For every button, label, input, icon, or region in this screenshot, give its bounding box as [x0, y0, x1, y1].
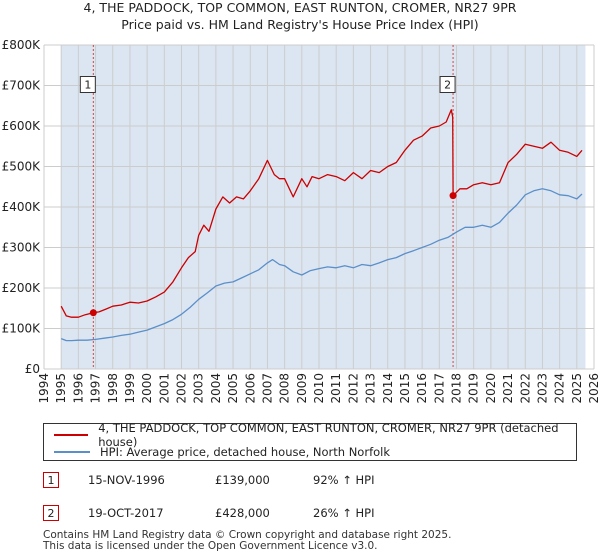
- sale-row: 1 15-NOV-1996 £139,000 92% ↑ HPI: [43, 472, 543, 490]
- y-tick-label: £400K: [2, 200, 42, 214]
- x-tick-label: 1994: [37, 373, 51, 404]
- x-tick-label: 2023: [535, 373, 549, 404]
- x-tick-label: 2010: [312, 373, 326, 404]
- legend-label-property: 4, THE PADDOCK, TOP COMMON, EAST RUNTON,…: [98, 421, 559, 449]
- y-tick-label: £600K: [2, 119, 42, 133]
- x-tick-label: 2026: [587, 373, 600, 404]
- x-tick-label: 2017: [432, 373, 446, 404]
- sale-point: [449, 192, 457, 200]
- x-tick-label: 2025: [570, 373, 584, 404]
- x-tick-label: 1995: [54, 373, 68, 404]
- sale-date: 15-NOV-1996: [88, 473, 165, 487]
- sale-number-badge: 1: [43, 472, 59, 488]
- x-tick-label: 2021: [501, 373, 515, 404]
- x-tick-label: 2003: [192, 373, 206, 404]
- x-tick-label: 1999: [123, 373, 137, 404]
- sale-row: 2 19-OCT-2017 £428,000 26% ↑ HPI: [43, 505, 543, 523]
- y-tick-label: £0: [25, 362, 40, 376]
- x-tick-label: 2009: [295, 373, 309, 404]
- sale-label-number: 2: [444, 79, 451, 92]
- x-tick-label: 2008: [278, 373, 292, 404]
- sale-price: £428,000: [215, 506, 270, 520]
- chart-title-line-2: Price paid vs. HM Land Registry's House …: [121, 17, 479, 32]
- hpi-line: [60, 188, 583, 342]
- x-tick-label: 2007: [260, 373, 274, 404]
- x-tick-label: 2005: [226, 373, 240, 404]
- legend-swatch-property: [54, 434, 89, 436]
- property-price-line: [60, 109, 583, 318]
- legend-entry-hpi: HPI: Average price, detached house, Nort…: [54, 444, 390, 460]
- sale-label-box: [439, 76, 456, 93]
- x-tick-label: 2016: [415, 373, 429, 404]
- x-tick-label: 2019: [467, 373, 481, 404]
- footer-line-1: Contains HM Land Registry data © Crown c…: [43, 529, 452, 541]
- footer-line-2: This data is licensed under the Open Gov…: [43, 540, 378, 552]
- x-tick-label: 1996: [71, 373, 85, 404]
- y-tick-label: £800K: [2, 38, 42, 52]
- sale-hpi-change: 92% ↑ HPI: [313, 473, 375, 487]
- sale-label-box: [79, 76, 96, 93]
- sale-hpi-change: 26% ↑ HPI: [313, 506, 375, 520]
- legend-entry-property: 4, THE PADDOCK, TOP COMMON, EAST RUNTON,…: [54, 421, 576, 449]
- legend-swatch-hpi: [54, 451, 90, 453]
- y-tick-label: £500K: [2, 160, 42, 174]
- y-tick-label: £700K: [2, 79, 42, 93]
- x-tick-label: 2022: [518, 373, 532, 404]
- x-tick-label: 2020: [484, 373, 498, 404]
- sale-number-badge: 2: [43, 505, 59, 521]
- y-tick-label: £100K: [2, 322, 42, 336]
- footer-attribution: Contains HM Land Registry data © Crown c…: [43, 530, 451, 552]
- sale-label-number: 1: [84, 79, 91, 92]
- y-tick-label: £200K: [2, 281, 42, 295]
- x-tick-label: 2012: [346, 373, 360, 404]
- x-tick-label: 1998: [106, 373, 120, 404]
- x-tick-label: 2024: [553, 373, 567, 404]
- x-tick-label: 2011: [329, 373, 343, 404]
- sale-price: £139,000: [215, 473, 270, 487]
- legend-label-hpi: HPI: Average price, detached house, Nort…: [100, 445, 391, 459]
- x-tick-label: 2004: [209, 373, 223, 404]
- x-tick-label: 2015: [398, 373, 412, 404]
- x-tick-label: 2000: [140, 373, 154, 404]
- x-tick-label: 2006: [243, 373, 257, 404]
- sale-point: [89, 309, 97, 317]
- y-tick-label: £300K: [2, 241, 42, 255]
- chart-title-line-1: 4, THE PADDOCK, TOP COMMON, EAST RUNTON,…: [83, 0, 517, 15]
- x-tick-label: 2018: [450, 373, 464, 404]
- x-tick-label: 1997: [89, 373, 103, 404]
- chart-legend: 4, THE PADDOCK, TOP COMMON, EAST RUNTON,…: [43, 421, 577, 461]
- x-tick-label: 2002: [175, 373, 189, 404]
- x-tick-label: 2013: [364, 373, 378, 404]
- x-tick-label: 2001: [157, 373, 171, 404]
- price-chart: £0 £100K £200K £300K £400K £500K £600K £700K £80…: [2, 38, 600, 404]
- x-tick-label: 2014: [381, 373, 395, 404]
- sale-date: 19-OCT-2017: [88, 506, 164, 520]
